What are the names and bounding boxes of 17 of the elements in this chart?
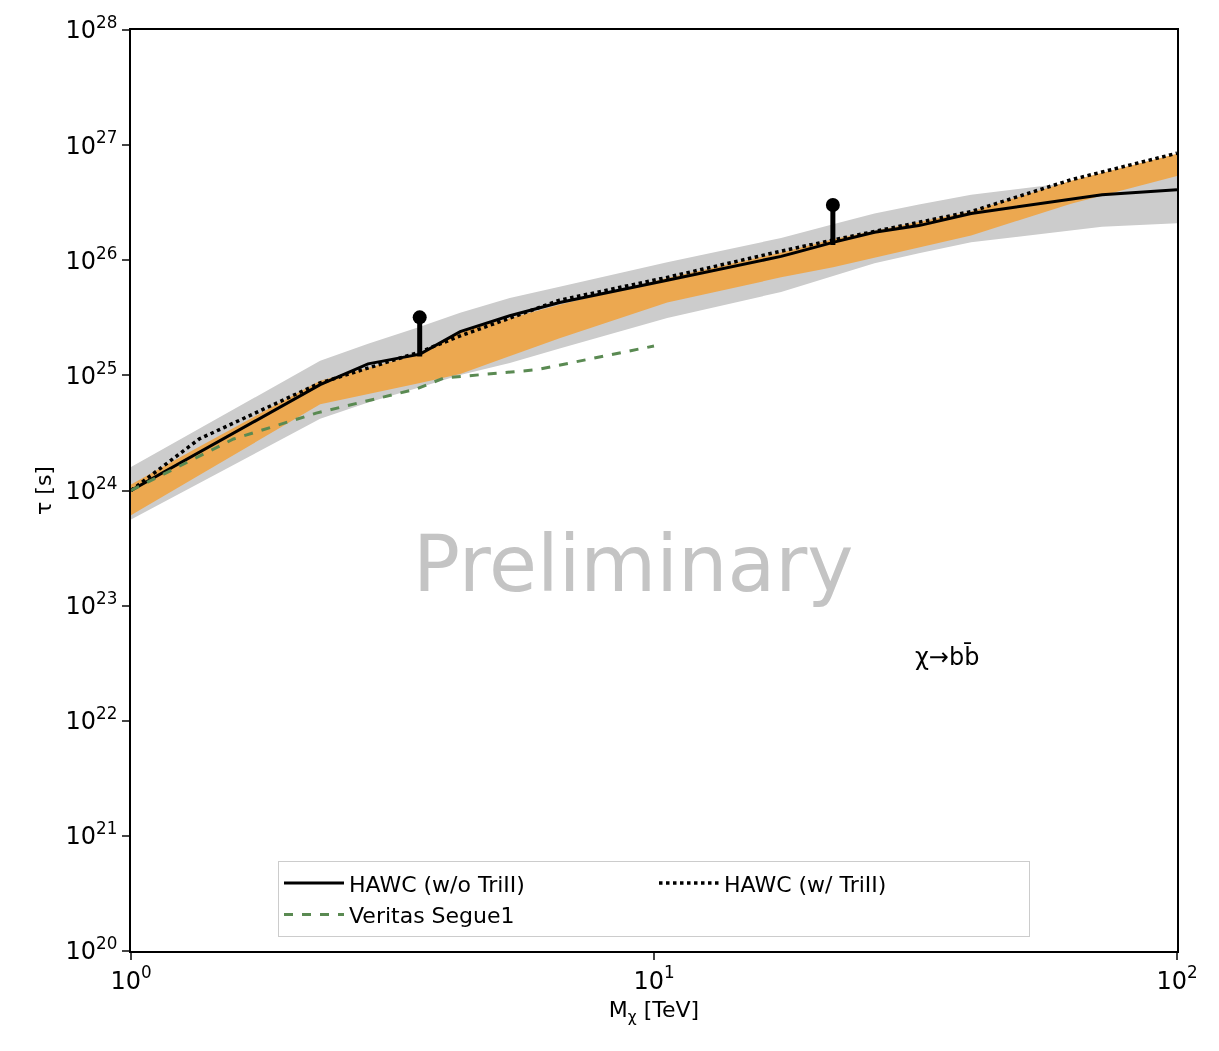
y-tick-label: 10$^{27}$ [65,127,118,160]
y-tick-label: 10$^{24}$ [65,472,118,505]
y-tick-label: 10$^{23}$ [65,587,118,621]
legend-label: HAWC (w/o TriII) [349,871,525,897]
x-tick-label: 10$^{2}$ [1156,962,1198,995]
y-tick-label: 10$^{28}$ [65,12,118,45]
y-tick-label: 10$^{25}$ [65,357,118,390]
annotation: χ→bb̄ [915,642,980,672]
x-tick-label: 10$^{1}$ [633,962,675,995]
annotation: Preliminary [413,519,854,609]
y-axis-title: τ [s] [30,466,56,515]
y-tick-label: 10$^{26}$ [65,242,118,275]
x-axis-title: M$_{χ}$ [TeV] [608,996,700,1026]
legend-label: Veritas Segue1 [349,903,515,929]
legend-label: HAWC (w/ TriII) [724,871,887,897]
y-tick-label: 10$^{21}$ [65,818,118,851]
y-tick-label: 10$^{22}$ [65,703,118,736]
